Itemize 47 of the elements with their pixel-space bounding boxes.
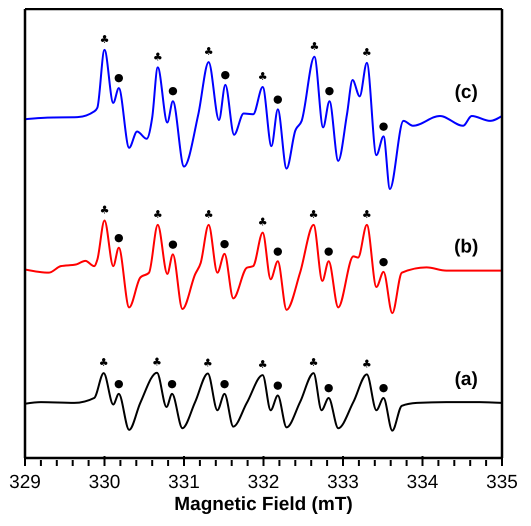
annotation: ● <box>114 71 124 84</box>
annotation: ♣ <box>362 357 372 370</box>
annotation: ● <box>114 230 124 244</box>
x-tick-label: 335 <box>486 472 518 493</box>
x-tick-label: 332 <box>248 472 280 493</box>
x-tick-label: 330 <box>88 472 120 493</box>
annotation: ● <box>168 237 178 250</box>
x-tick-label: 331 <box>168 472 200 493</box>
x-axis-title: Magnetic Field (mT) <box>174 494 353 515</box>
annotation: ● <box>273 244 283 258</box>
annotation: ♣ <box>100 32 110 46</box>
annotation: ● <box>220 376 230 390</box>
annotation: ♣ <box>258 358 268 372</box>
x-tick-label: 333 <box>327 472 359 493</box>
annotation: ♣ <box>152 50 163 64</box>
annotation: ♣ <box>152 356 162 369</box>
x-tick-label: 329 <box>9 472 41 493</box>
annotation: ♣ <box>258 216 268 229</box>
annotation: ● <box>324 380 334 394</box>
annotation: ● <box>220 236 230 250</box>
annotation: ● <box>378 119 388 132</box>
annotation: ♣ <box>258 70 268 83</box>
annotation: ● <box>378 380 388 394</box>
annotation: ♣ <box>308 356 319 370</box>
series-label: (a) <box>454 368 478 390</box>
annotation: ♣ <box>308 208 319 221</box>
annotation: ♣ <box>204 45 214 58</box>
annotation: ♣ <box>202 356 213 370</box>
annotation: ♣ <box>362 46 372 59</box>
x-tick-label: 334 <box>406 472 439 493</box>
annotation: ● <box>324 244 334 258</box>
annotation: ● <box>273 378 283 392</box>
annotation: ♣ <box>204 208 214 221</box>
annotation: ● <box>324 84 334 98</box>
annotation: ♣ <box>152 208 163 221</box>
series-label: (b) <box>454 236 478 258</box>
annotation: ♣ <box>100 203 110 216</box>
series-label: (c) <box>454 82 478 103</box>
annotation: ● <box>220 68 230 81</box>
annotation: ● <box>167 376 177 390</box>
annotation: ♣ <box>98 356 109 370</box>
annotation: ● <box>273 92 283 106</box>
annotation: ♣ <box>309 40 320 53</box>
annotation: ● <box>378 254 388 268</box>
annotation: ● <box>114 376 124 390</box>
annotation: ♣ <box>362 208 372 221</box>
annotation: ● <box>168 84 178 98</box>
